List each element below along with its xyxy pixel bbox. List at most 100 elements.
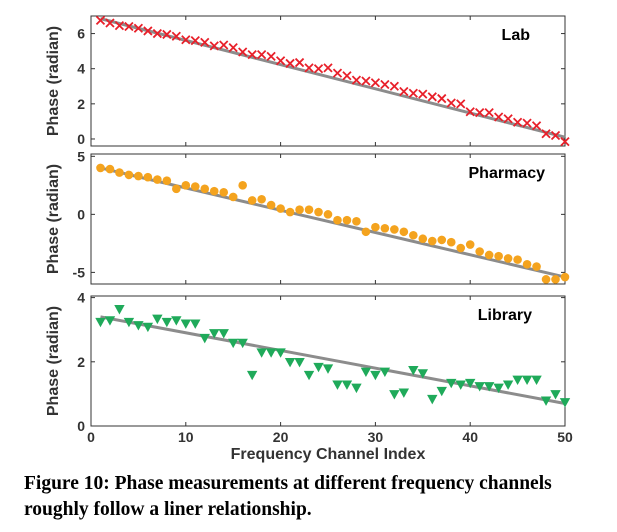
circle-marker xyxy=(295,205,304,215)
x-marker xyxy=(503,114,513,124)
triangle-marker xyxy=(190,319,201,329)
circle-marker xyxy=(532,262,541,271)
circle-marker xyxy=(446,237,456,247)
circle-marker xyxy=(551,275,560,284)
circle-marker xyxy=(390,225,399,234)
circle-marker xyxy=(503,254,513,263)
triangle-marker xyxy=(284,358,296,368)
y-tick-label: -5 xyxy=(73,264,86,280)
x-marker xyxy=(95,15,106,26)
triangle-marker xyxy=(104,316,116,326)
x-marker xyxy=(531,121,542,131)
circle-marker xyxy=(228,192,238,202)
figure-caption: Figure 10: Phase measurements at differe… xyxy=(24,473,552,520)
panel-title: Pharmacy xyxy=(469,165,546,182)
x-marker xyxy=(313,64,324,74)
y-tick-label: 4 xyxy=(77,61,85,77)
x-marker xyxy=(522,118,532,128)
circle-marker xyxy=(266,200,276,210)
circle-marker xyxy=(409,230,418,240)
x-marker xyxy=(323,63,333,73)
circle-marker xyxy=(361,227,371,237)
triangle-marker xyxy=(275,348,286,358)
triangle-marker xyxy=(417,369,428,379)
triangle-marker xyxy=(398,388,410,398)
triangle-marker xyxy=(142,322,154,333)
triangle-marker xyxy=(502,380,514,390)
triangle-marker xyxy=(237,338,248,349)
triangle-marker xyxy=(332,380,343,390)
triangle-marker xyxy=(360,367,372,378)
subplot-1: -5 0 5 Phase (radian) Pharmacy xyxy=(45,148,570,285)
circle-marker xyxy=(314,207,323,217)
y-tick-label: 6 xyxy=(77,26,85,42)
x-marker xyxy=(550,130,561,141)
triangle-marker xyxy=(493,383,504,394)
x-marker xyxy=(512,117,523,127)
x-axis-label: Frequency Channel Index xyxy=(231,446,426,463)
triangle-marker xyxy=(209,329,220,339)
x-marker xyxy=(446,98,456,108)
triangle-marker xyxy=(436,386,447,397)
triangle-marker xyxy=(474,382,485,392)
circle-marker xyxy=(323,210,333,219)
x-tick-label: 30 xyxy=(368,429,384,445)
triangle-marker xyxy=(322,364,334,374)
circle-marker xyxy=(209,186,219,196)
x-marker xyxy=(294,57,305,68)
x-marker xyxy=(541,129,551,139)
x-marker xyxy=(219,40,229,50)
y-axis-label: Phase (radian) xyxy=(45,26,62,136)
triangle-marker xyxy=(389,390,400,400)
triangle-marker xyxy=(455,380,466,390)
x-marker xyxy=(370,78,381,88)
circle-marker xyxy=(304,205,314,215)
circle-marker xyxy=(285,207,295,217)
circle-marker xyxy=(181,181,191,190)
circle-marker xyxy=(494,251,503,261)
circle-marker xyxy=(134,171,143,181)
x-marker xyxy=(418,89,428,99)
y-axis-label: Phase (radian) xyxy=(45,306,62,416)
x-marker xyxy=(494,112,504,122)
x-marker xyxy=(285,58,295,69)
x-marker xyxy=(266,51,276,62)
x-marker xyxy=(361,76,371,86)
circle-marker xyxy=(238,181,247,190)
circle-marker xyxy=(399,227,409,237)
circle-marker xyxy=(465,240,475,249)
circle-marker xyxy=(418,234,428,244)
circle-marker xyxy=(541,275,551,284)
x-marker xyxy=(238,47,248,57)
x-marker xyxy=(456,99,466,109)
circle-marker xyxy=(333,215,342,225)
triangle-marker xyxy=(114,305,125,315)
x-marker xyxy=(437,93,447,104)
x-tick-label: 0 xyxy=(87,429,95,445)
x-marker xyxy=(332,68,343,78)
x-marker xyxy=(114,21,125,31)
x-marker xyxy=(200,37,210,47)
x-marker xyxy=(257,50,267,60)
triangle-marker xyxy=(199,333,210,344)
x-marker xyxy=(228,42,238,53)
triangle-marker xyxy=(123,317,135,328)
x-marker xyxy=(133,23,144,33)
triangle-marker xyxy=(256,348,267,358)
triangle-marker xyxy=(171,316,182,326)
x-marker xyxy=(190,35,200,46)
x-marker xyxy=(171,31,181,41)
circle-marker xyxy=(124,170,134,180)
circle-marker xyxy=(115,168,124,177)
panel-title: Library xyxy=(478,307,532,324)
x-tick-label: 20 xyxy=(273,429,289,445)
triangle-marker xyxy=(531,375,542,386)
triangle-marker xyxy=(265,348,277,358)
x-marker xyxy=(484,107,494,118)
triangle-marker xyxy=(379,367,391,378)
triangle-marker xyxy=(446,378,457,389)
y-tick-label: 0 xyxy=(77,418,85,434)
triangle-marker xyxy=(133,321,144,331)
x-marker xyxy=(351,75,362,85)
